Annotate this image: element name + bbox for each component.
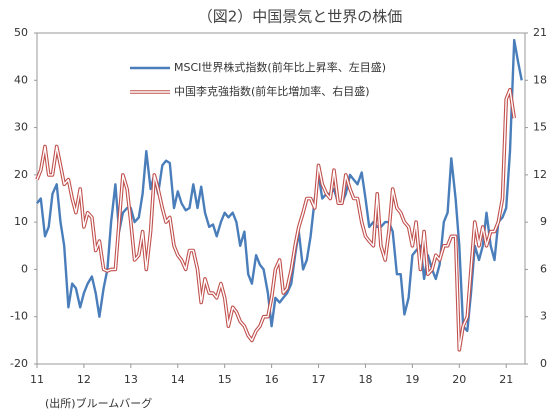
- y-tick-label: 0: [21, 262, 28, 275]
- chart-title: （図2）中国景気と世界の株価: [198, 8, 403, 26]
- x-tick-label: 15: [218, 373, 232, 386]
- y2-tick-label: 9: [540, 215, 547, 228]
- y2-tick-label: 0: [540, 357, 547, 370]
- x-tick-label: 16: [265, 373, 279, 386]
- y-tick-label: 30: [14, 121, 28, 134]
- y2-tick-label: 15: [533, 121, 547, 134]
- x-tick-label: 21: [499, 373, 513, 386]
- legend-label: 中国李克強指数(前年比増加率、右目盛): [174, 84, 370, 98]
- series-line-inner: [36, 89, 515, 351]
- plot-frame: [36, 32, 526, 365]
- y-tick-label: 50: [14, 26, 28, 39]
- series-line: [35, 87, 516, 352]
- x-tick-label: 13: [124, 373, 138, 386]
- x-tick-label: 11: [30, 373, 44, 386]
- x-tick-label: 12: [77, 373, 91, 386]
- y2-tick-label: 18: [533, 73, 547, 86]
- legend-label: MSCI世界株式指数(前年比上昇率、左目盛): [174, 60, 386, 74]
- y-tick-label: 10: [14, 215, 28, 228]
- x-tick-label: 18: [358, 373, 372, 386]
- x-tick-label: 20: [452, 373, 466, 386]
- y-tick-label: 40: [14, 73, 28, 86]
- x-tick-label: 19: [405, 373, 419, 386]
- x-tick-label: 14: [171, 373, 185, 386]
- y2-tick-label: 21: [533, 26, 547, 39]
- y-tick-label: 20: [14, 168, 28, 181]
- y-tick-label: -10: [10, 310, 28, 323]
- y2-tick-label: 6: [540, 262, 547, 275]
- y-tick-label: -20: [10, 357, 28, 370]
- x-tick-label: 17: [312, 373, 326, 386]
- y2-tick-label: 3: [540, 310, 547, 323]
- y2-tick-label: 12: [533, 168, 547, 181]
- series-line: [36, 38, 523, 333]
- source-note: (出所)ブルームバーグ: [45, 396, 152, 410]
